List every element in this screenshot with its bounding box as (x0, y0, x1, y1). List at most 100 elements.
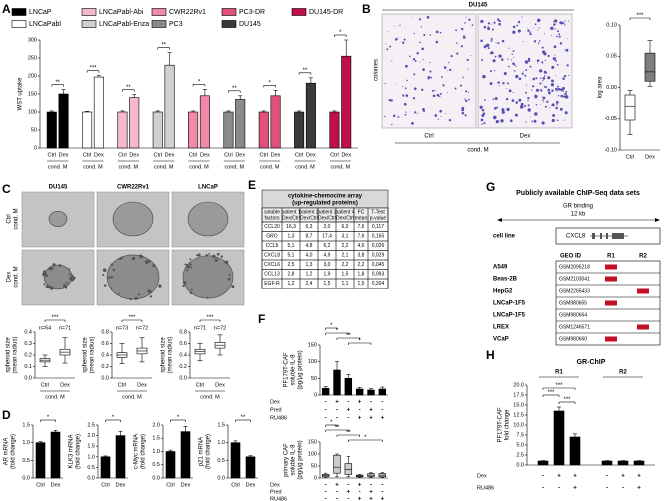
bar (321, 388, 330, 396)
colony (524, 104, 527, 107)
x-tick-label: Ctrl (118, 382, 127, 388)
bar (270, 95, 281, 149)
table-cell: 3,1 (342, 234, 349, 240)
condition-mark: - (325, 416, 327, 422)
colony (450, 54, 453, 58)
colony (414, 111, 417, 114)
colony (514, 70, 516, 72)
geo-id: GSM980660 (559, 336, 587, 342)
group-label: cond. M (45, 394, 65, 400)
significance-label: ** (346, 333, 351, 339)
cell (190, 266, 193, 269)
colony (480, 20, 484, 23)
y-axis-label: primary CAF (284, 443, 290, 477)
table-cell: 0,165 (372, 234, 385, 240)
colony (464, 98, 466, 100)
colony (545, 86, 548, 88)
legend-label: LNCaP (29, 9, 52, 16)
condition-mark: - (336, 490, 338, 496)
colony (566, 64, 569, 67)
colony (494, 97, 498, 101)
colony (535, 77, 538, 80)
colony (512, 30, 516, 34)
colony (413, 73, 416, 76)
significance-label: *** (636, 13, 644, 19)
table-cell: CXCL8 (264, 253, 280, 259)
colony (436, 93, 440, 97)
colony (483, 25, 487, 29)
condition-name: Dex (270, 482, 280, 488)
condition-mark: + (573, 486, 577, 492)
significance-label: * (330, 323, 333, 329)
cell (214, 258, 219, 262)
colony (552, 113, 556, 117)
table-cell: 0,117 (372, 224, 384, 230)
x-tick-label: Ctrl (118, 152, 127, 158)
colony (556, 119, 559, 122)
colony (405, 111, 407, 113)
legend-label: PC3-DR (239, 9, 265, 16)
binding-mark (605, 276, 617, 282)
colony (542, 101, 544, 103)
column-header: GEO ID (560, 254, 582, 260)
cell (68, 273, 71, 276)
bar (333, 369, 341, 396)
cell (189, 263, 192, 266)
colony (439, 92, 442, 95)
table-header: Dex/Ctrl (336, 215, 354, 221)
condition-mark: + (358, 416, 362, 422)
group-label: cond. M (225, 164, 245, 170)
colony (413, 32, 415, 35)
cell (110, 275, 114, 279)
colony (546, 100, 549, 103)
bar (230, 442, 241, 479)
binding-mark (605, 336, 617, 342)
condition-mark: - (325, 497, 327, 501)
legend-label: CWR22Rv1 (169, 9, 206, 16)
table-cell: 4,0 (306, 253, 313, 259)
colony (455, 29, 457, 32)
colony (468, 18, 471, 21)
table-header: mean (355, 215, 368, 221)
colony (555, 106, 558, 110)
image-title: CWR22Rv1 (117, 185, 150, 191)
significance-label: * (364, 435, 367, 441)
colony (525, 84, 527, 86)
x-tick-label: Ctrl (295, 152, 304, 158)
condition-mark: + (347, 408, 351, 414)
y-axis-label: (pg/µg protein) (298, 440, 304, 479)
table-cell: 4,9 (324, 253, 331, 259)
bar (164, 64, 175, 149)
colony (422, 68, 425, 71)
table-cell: 5,1 (288, 243, 295, 249)
y-tick-label: 2.5 (516, 452, 524, 458)
colony (547, 88, 551, 92)
colony (498, 85, 500, 87)
panel-label: D (2, 408, 11, 422)
legend-label: LNCaPabl-Abi (99, 9, 144, 16)
colony (500, 58, 504, 61)
y-tick-label: 250 (28, 55, 37, 61)
condition-mark: + (573, 474, 577, 480)
y-tick-label: 0.2 (101, 364, 109, 370)
table-header: FC (358, 209, 365, 215)
table-title: (up-regulated proteins) (292, 201, 358, 207)
table-header: p-value (370, 215, 387, 221)
colony (510, 59, 513, 61)
group-label: R2 (619, 370, 627, 376)
colony (462, 76, 464, 79)
colony (552, 57, 557, 61)
colony (547, 76, 551, 80)
y-tick-label: 0.4 (24, 329, 32, 335)
colony (418, 18, 422, 21)
bar (235, 99, 246, 149)
image-title: DU145 (49, 185, 68, 191)
colony (527, 59, 531, 62)
y-tick-label: 0.1 (24, 364, 32, 370)
geo-id: GSM2265433 (559, 288, 590, 294)
table-cell: 0,026 (372, 243, 385, 249)
group-label: cond. M (467, 148, 488, 154)
group-label: cond. M (260, 164, 280, 170)
cell (134, 296, 138, 300)
y-tick-label: 0.8 (179, 329, 187, 335)
